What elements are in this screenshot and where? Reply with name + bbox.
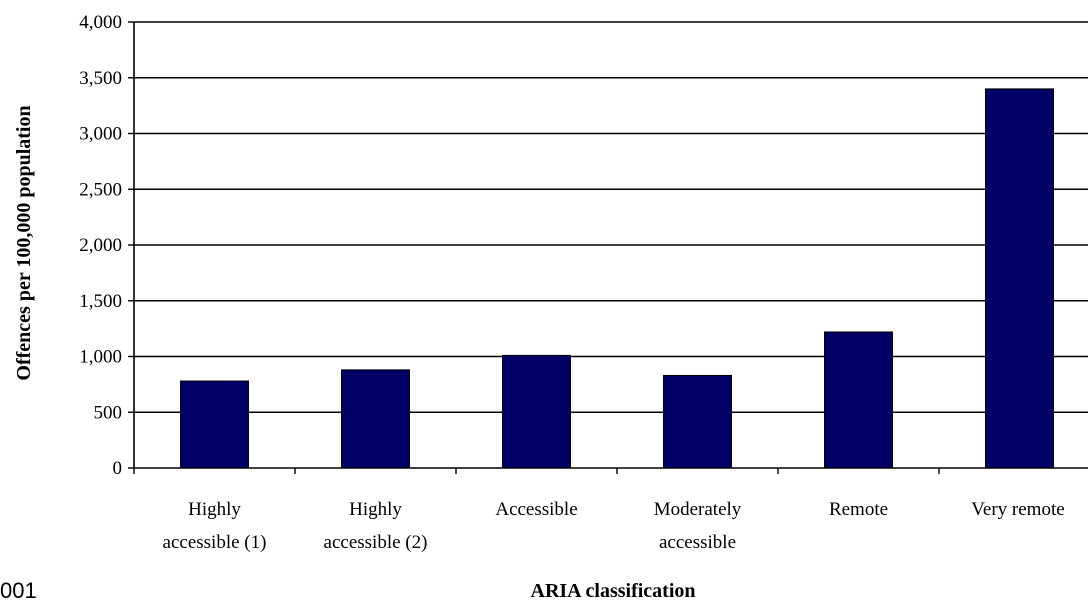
bar xyxy=(663,374,732,469)
bars xyxy=(180,88,1054,469)
y-tick-label: 1,500 xyxy=(79,291,122,312)
x-category-label: Moderately xyxy=(654,499,742,520)
gridlines xyxy=(134,21,1088,414)
bar xyxy=(341,369,410,469)
bar xyxy=(985,88,1054,469)
x-category-label: Highly xyxy=(349,499,402,520)
x-category-label: accessible (1) xyxy=(163,532,267,553)
x-category-labels: Highly accessible (1) Highly accessible (2)… xyxy=(163,499,1065,553)
bar xyxy=(502,354,571,469)
axes xyxy=(128,21,1088,474)
y-axis-title: Offences per 100,000 population xyxy=(13,105,35,380)
x-category-label: Accessible xyxy=(495,499,577,520)
y-tick-labels: 0 500 1,000 1,500 2,000 2,500 3,000 3,500 4,000 xyxy=(79,12,122,479)
x-category-label: Highly xyxy=(188,499,241,520)
bar xyxy=(824,331,893,469)
y-tick-label: 500 xyxy=(94,402,123,423)
x-category-label: Very remote xyxy=(971,499,1064,520)
y-tick-label: 4,000 xyxy=(79,12,122,33)
x-axis-title: ARIA classification xyxy=(531,580,696,602)
cropped-caption-fragment: 001 xyxy=(0,578,37,603)
x-category-label: accessible (2) xyxy=(324,532,428,553)
y-tick-label: 2,000 xyxy=(79,235,122,256)
y-tick-label: 0 xyxy=(113,458,123,479)
y-tick-label: 2,500 xyxy=(79,179,122,200)
x-category-label: accessible xyxy=(659,532,736,553)
y-tick-label: 3,000 xyxy=(79,124,122,145)
x-category-label: Remote xyxy=(829,499,888,520)
y-tick-label: 3,500 xyxy=(79,68,122,89)
y-tick-label: 1,000 xyxy=(79,347,122,368)
bar xyxy=(180,380,249,469)
